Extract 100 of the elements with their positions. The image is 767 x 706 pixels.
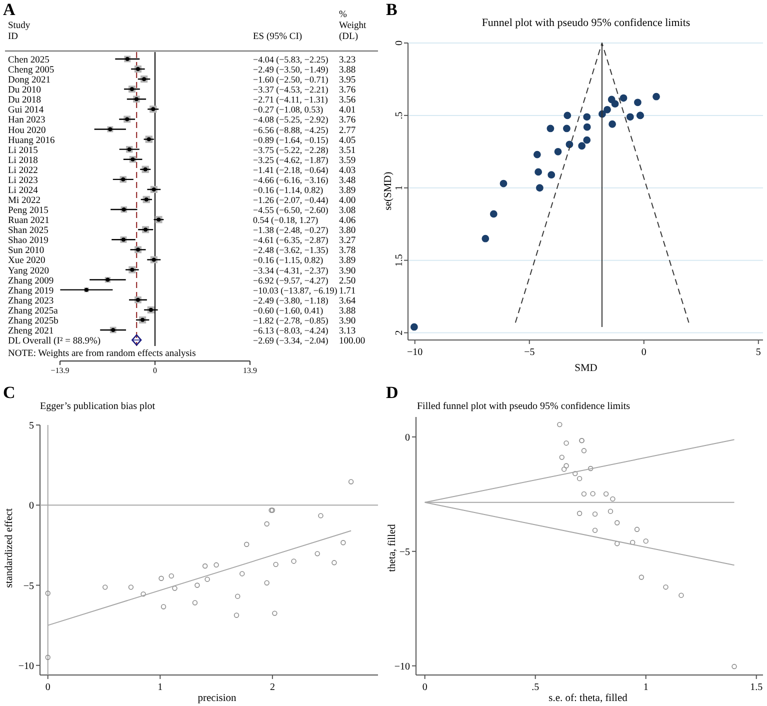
y-tick-label: 5 [29,420,34,432]
text: −3.75 (−5.22, −2.28) [253,144,328,155]
y-axis-title: standardized effect [4,508,15,588]
text: −1.26 (−2.07, −0.44) [253,195,328,205]
text: 3.80 [339,226,356,236]
text: 4.03 [339,166,356,176]
text: 3.64 [339,296,356,306]
x-tick-label: 1 [643,682,648,693]
text: −10.03 (−13.87, −6.19) [253,285,338,296]
text: 3.08 [339,206,356,216]
y-tick-label: 1 [394,185,405,190]
text: 100.00 [339,336,366,346]
y-axis-title: Study ID [8,21,30,42]
chart-title: Egger’s publication bias plot [40,401,156,412]
y-tick-label: −10 [394,661,410,672]
text: −2.49 (−3.80, −1.18) [253,295,328,306]
y-tick-label: Chen 2025 [8,56,50,66]
y-tick-label: Yang 2020 [8,266,50,276]
text: 3.13 [339,326,356,336]
text: −2.48 (−3.62, −1.35) [253,245,328,256]
y-tick-label: Han 2023 [8,116,46,126]
text: 3.95 [339,76,356,86]
x-axis-title: SMD [574,363,598,374]
y-tick-label: Du 2010 [8,86,42,96]
y-tick-label: Ruan 2021 [8,216,50,226]
text: −1.41 (−2.18, −0.64) [253,164,328,175]
y-tick-label: Peng 2015 [8,206,49,216]
y-axis-title: theta, filled [387,523,398,572]
y-tick-label: Du 2018 [8,96,42,106]
text: −4.08 (−5.25, −2.92) [253,114,328,125]
text: −4.66 (−6.16, −3.16) [253,174,328,185]
text: 3.56 [339,96,356,106]
x-tick-label: −5 [524,347,535,358]
text: −2.49 (−3.50, −1.49) [253,64,328,75]
y-tick-label: Shan 2025 [8,226,49,236]
text: −3.25 (−4.62, −1.87) [253,154,328,165]
text: −3.37 (−4.53, −2.21) [253,84,328,95]
text: 3.27 [339,236,356,246]
y-tick-label: 0 [405,432,410,444]
y-tick-label: 0 [394,40,405,46]
text: −3.34 (−4.31, −2.37) [253,265,328,276]
y-tick-label: −5 [23,580,34,592]
y-axis-title: se(SMD) [383,171,394,210]
text: −6.13 (−8.03, −4.24) [253,325,328,336]
text: 3.48 [339,176,356,186]
y-tick-label: DL Overall (I² = 88.9%) [8,336,101,346]
y-tick-label: Xue 2020 [8,256,46,266]
x-tick-label: 1 [158,682,163,693]
text: D [386,383,398,402]
text: 3.89 [339,186,356,196]
text: 3.23 [339,56,356,66]
text: ES (95% CI) [253,32,302,42]
y-tick-label: 0 [29,500,34,512]
text: −4.04 (−5.83, −2.25) [253,54,328,64]
text: 3.78 [339,246,356,256]
text: 0.54 (−0.18, 1.27) [253,215,318,226]
text: 4.00 [339,196,356,206]
y-tick-label: .5 [394,112,405,120]
y-tick-label: Li 2022 [8,166,38,176]
text: −4.61 (−6.35, −2.87) [253,235,328,246]
x-tick-label: 0 [641,347,646,358]
text: 3.88 [339,306,356,316]
text: −2.71 (−4.11, −1.31) [253,94,328,105]
y-tick-label: Zhang 2009 [8,276,54,286]
text: −4.55 (−6.50, −2.60) [253,205,328,216]
text: −0.27 (−1.08, 0.53) [253,104,324,115]
x-tick-label: 5 [756,347,761,358]
y-tick-label: Zhang 2023 [8,296,54,306]
text: 3.59 [339,156,356,166]
text: −1.38 (−2.48, −0.27) [253,225,328,236]
y-tick-label: 1.5 [394,254,405,267]
text: C [3,383,16,402]
x-tick-label: −13.9 [50,366,70,375]
y-tick-label: Gui 2014 [8,106,44,116]
y-tick-label: 2 [394,330,405,336]
text: 3.76 [339,116,356,126]
text: B [386,0,398,19]
y-tick-label: Li 2024 [8,186,38,196]
y-tick-label: Li 2023 [8,176,38,186]
y-tick-label: Zhang 2025b [8,316,59,326]
text: −6.92 (−9.57, −4.27) [253,275,328,286]
y-tick-label: Zhang 2025a [8,306,59,316]
y-tick-label: Zhang 2019 [8,286,54,296]
y-tick-label: Dong 2021 [8,76,51,86]
y-tick-label: Hou 2020 [8,126,46,136]
text: −0.89 (−1.64, −0.15) [253,134,328,145]
text: 3.89 [339,256,356,266]
x-tick-label: 1.5 [750,682,763,693]
text: 3.90 [339,266,356,276]
x-axis-title: s.e. of: theta, filled [548,693,628,704]
chart-title: Funnel plot with pseudo 95% confidence limits [482,17,690,29]
text: 2.50 [339,276,356,286]
text: −0.60 (−1.60, 0.41) [253,305,324,316]
text: 4.05 [339,136,356,146]
x-tick-label: .5 [532,682,540,693]
text: −6.56 (−8.88, −4.25) [253,124,328,135]
text: −0.16 (−1.15, 0.82) [253,255,324,266]
text: −0.16 (−1.14, 0.82) [253,184,324,195]
y-tick-label: Cheng 2005 [8,66,54,76]
text: 3.76 [339,86,356,96]
